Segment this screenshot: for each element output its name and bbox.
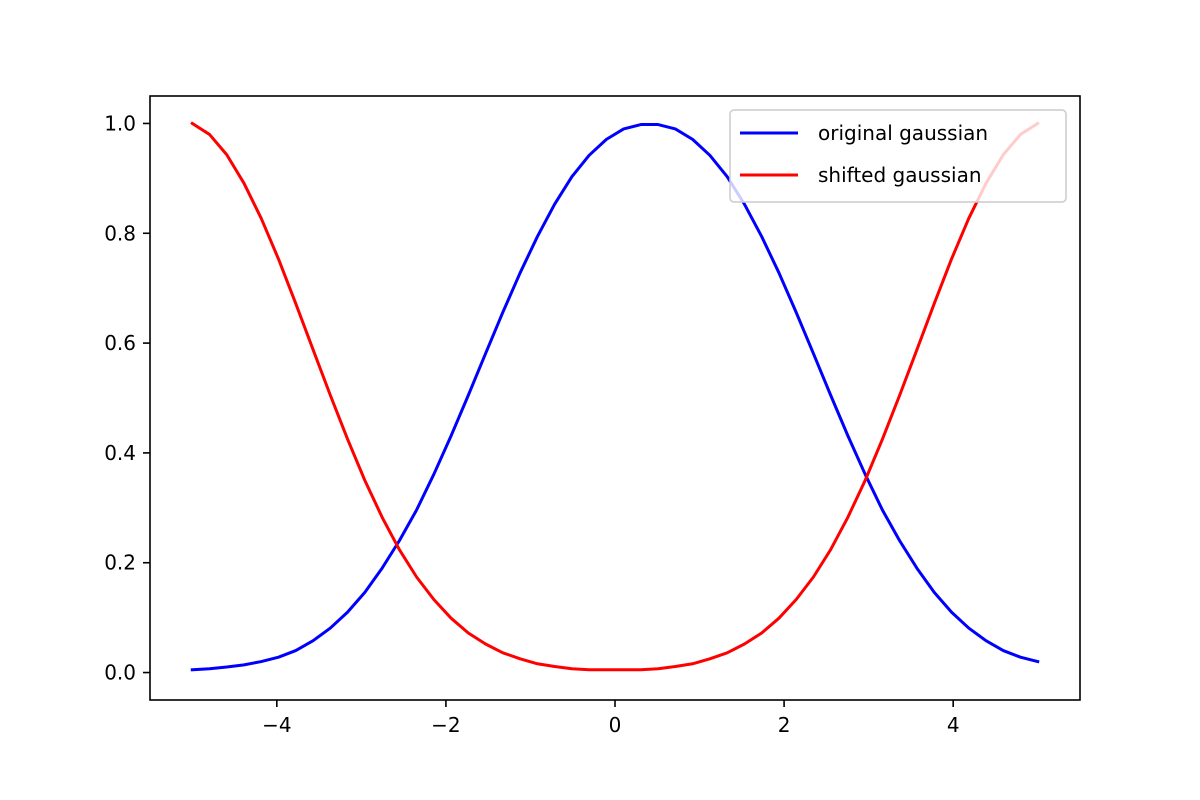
y-tick-label: 0.0 (104, 661, 136, 685)
x-axis: −4 −2 0 2 4 (262, 700, 960, 737)
y-tick-label: 0.4 (104, 441, 136, 465)
legend-box (729, 109, 1067, 203)
series-line-original-gaussian (190, 123, 1040, 672)
x-tick-label: 0 (609, 713, 622, 737)
y-tick-label: 0.6 (104, 331, 136, 355)
x-tick-label: 4 (947, 713, 960, 737)
y-tick-label: 0.8 (104, 221, 136, 245)
y-tick-label: 0.2 (104, 551, 136, 575)
plot-area (190, 121, 1040, 672)
legend: original gaussian shifted gaussian (729, 109, 1067, 203)
x-tick-label: −4 (262, 713, 291, 737)
legend-label-original-gaussian: original gaussian (818, 121, 988, 145)
legend-label-shifted-gaussian: shifted gaussian (818, 163, 982, 187)
series-line-shifted-gaussian (190, 121, 1040, 672)
x-tick-label: −2 (431, 713, 460, 737)
x-tick-label: 2 (778, 713, 791, 737)
y-axis: 0.0 0.2 0.4 0.6 0.8 1.0 (104, 111, 150, 685)
y-tick-label: 1.0 (104, 111, 136, 135)
